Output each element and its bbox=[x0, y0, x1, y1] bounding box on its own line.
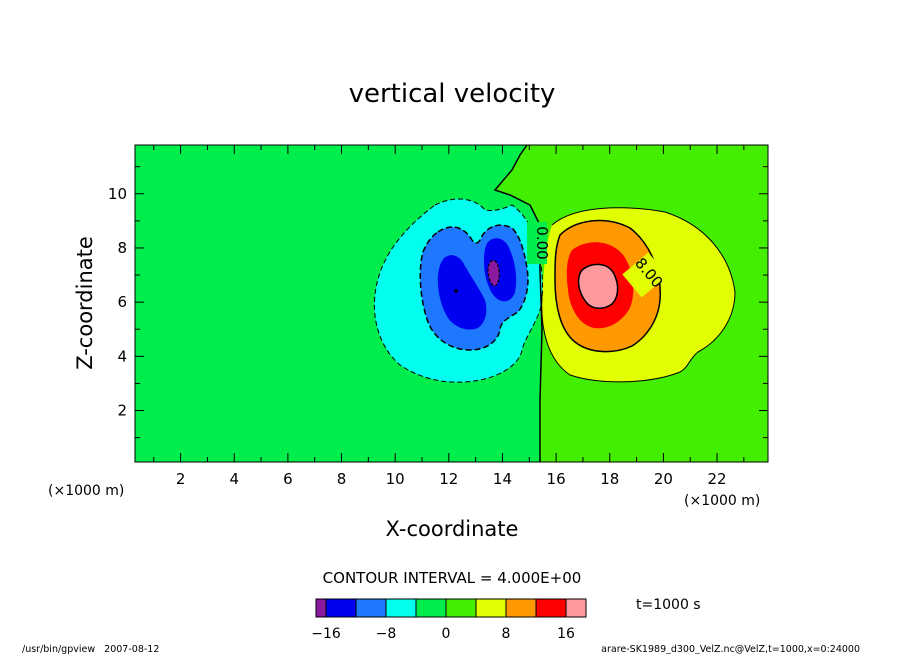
negative-center-marker bbox=[454, 289, 458, 293]
contour-label-zero-bg bbox=[527, 222, 547, 264]
contour-fill-below-minus16 bbox=[488, 260, 500, 286]
colorbar-swatch bbox=[505, 598, 537, 618]
contour-line-minus4 bbox=[373, 198, 544, 383]
contour-fill-minus12-to-minus8 bbox=[437, 255, 487, 330]
plot-frame bbox=[134, 144, 769, 463]
colorbar-tick-label: −16 bbox=[311, 626, 341, 642]
contour-label-zero: 0.00 bbox=[533, 226, 551, 259]
colorbar-swatch bbox=[475, 598, 507, 618]
y-tick-label: 4 bbox=[117, 347, 127, 365]
x-tick-label: 14 bbox=[493, 470, 512, 488]
plot-area: 0.00 8.00 bbox=[134, 144, 769, 463]
time-label: t=1000 s bbox=[636, 597, 701, 613]
colorbar bbox=[315, 598, 587, 618]
y-tick-label: 10 bbox=[108, 185, 127, 203]
contour-label-eight-bg bbox=[622, 252, 668, 298]
chart-title: vertical velocity bbox=[349, 79, 556, 109]
colorbar-tick-label: 16 bbox=[557, 626, 575, 642]
contour-interval-label: CONTOUR INTERVAL = 4.000E+00 bbox=[323, 569, 582, 587]
colorbar-swatch bbox=[325, 598, 357, 618]
colorbar-tick-label: 8 bbox=[502, 626, 511, 642]
y-tick-label: 8 bbox=[117, 239, 127, 257]
x-tick-label: 2 bbox=[176, 470, 186, 488]
x-tick-label: 22 bbox=[707, 470, 726, 488]
colorbar-swatch bbox=[385, 598, 417, 618]
colorbar-tick-labels: −16 −8 0 8 16 bbox=[311, 626, 575, 642]
x-tick-label: 6 bbox=[283, 470, 293, 488]
x-tick-label: 12 bbox=[439, 470, 458, 488]
contour-fill-above-20 bbox=[578, 264, 618, 309]
x-tick-label: 4 bbox=[229, 470, 239, 488]
colorbar-swatch bbox=[535, 598, 567, 618]
y-tick-label: 6 bbox=[117, 293, 127, 311]
x-tick-label: 16 bbox=[547, 470, 566, 488]
contour-fill-minus12-to-minus8-upper bbox=[484, 238, 517, 302]
footer-left: /usr/bin/gpview 2007-08-12 bbox=[22, 644, 159, 654]
colorbar-tick-label: −8 bbox=[376, 626, 397, 642]
contour-line-minus8 bbox=[419, 224, 529, 351]
colorbar-tick-label: 0 bbox=[442, 626, 451, 642]
x-tick-label: 8 bbox=[337, 470, 347, 488]
colorbar-swatch bbox=[355, 598, 387, 618]
y-tick-label: 2 bbox=[117, 402, 127, 420]
x-unit-right: (×1000 m) bbox=[684, 493, 760, 509]
x-axis: 2 4 6 8 10 12 14 16 18 20 22 bbox=[153, 145, 745, 488]
contour-line-plus4 bbox=[541, 207, 736, 383]
x-tick-label: 18 bbox=[600, 470, 619, 488]
y-axis: 2 4 6 8 10 bbox=[108, 166, 768, 439]
x-axis-label: X-coordinate bbox=[386, 517, 519, 541]
x-tick-label: 20 bbox=[654, 470, 673, 488]
x-tick-label: 10 bbox=[386, 470, 405, 488]
x-unit-left: (×1000 m) bbox=[48, 483, 124, 499]
colorbar-swatch bbox=[415, 598, 447, 618]
colorbar-swatch bbox=[445, 598, 477, 618]
colorbar-swatch bbox=[565, 598, 587, 618]
contour-line-plus8 bbox=[554, 219, 661, 353]
contour-line-zero bbox=[493, 144, 543, 462]
colorbar-swatch bbox=[315, 598, 327, 618]
contour-line-plus16 bbox=[577, 263, 619, 309]
y-axis-label: Z-coordinate bbox=[73, 236, 97, 370]
footer-right: arare-SK1989_d300_VelZ.nc@VelZ,t=1000,x=… bbox=[601, 644, 860, 654]
